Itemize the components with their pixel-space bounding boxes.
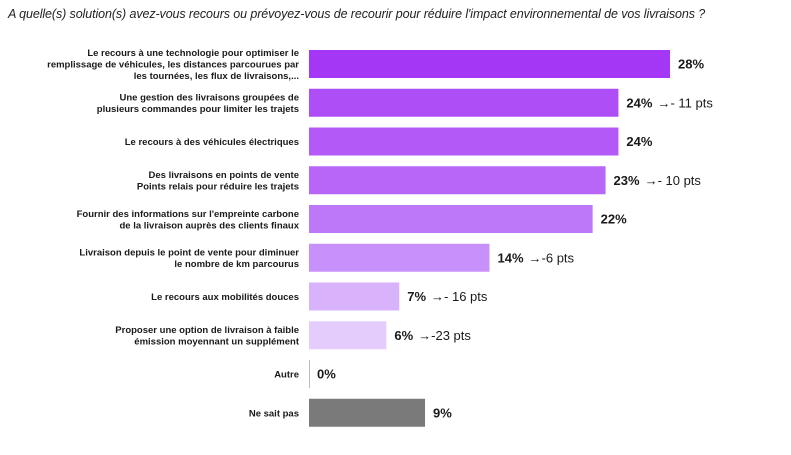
category-label: Ne sait pas <box>249 408 299 419</box>
bar-4 <box>309 166 606 195</box>
bar-3 <box>309 127 619 156</box>
bar-7 <box>309 282 400 311</box>
category-label: Le recours à des véhicules électriques <box>125 137 299 148</box>
bar-2 <box>309 88 619 117</box>
chart-title: A quelle(s) solution(s) avez-vous recour… <box>8 7 706 21</box>
value-label: 28% <box>678 57 704 72</box>
delta-label: →- 11 pts <box>657 95 713 110</box>
category-label: Le recours à une technologie pour optimi… <box>47 48 299 82</box>
value-label: 24% →- 11 pts <box>626 95 713 110</box>
delta-label: →-6 pts <box>529 250 575 265</box>
category-label: Le recours aux mobilités douces <box>151 292 299 303</box>
category-label: Proposer une option de livraison à faibl… <box>115 325 300 348</box>
delta-label: →-23 pts <box>418 328 471 343</box>
value-label: 0% <box>317 367 336 382</box>
delta-label: →- 10 pts <box>645 173 702 188</box>
value-label: 14% →-6 pts <box>498 250 575 265</box>
category-label: Livraison depuis le point de vente pour … <box>79 248 299 271</box>
value-label: 6% →-23 pts <box>394 328 471 343</box>
bar-8 <box>309 321 387 350</box>
bar-10 <box>309 398 426 427</box>
bar-1 <box>309 50 670 78</box>
bar-5 <box>309 205 593 233</box>
value-label: 22% <box>601 212 627 227</box>
category-label: Fournir des informations sur l'empreinte… <box>77 209 300 232</box>
delta-label: →- 16 pts <box>431 289 488 304</box>
value-label: 24% <box>626 134 652 149</box>
category-label: Des livraisons en points de vente Points … <box>137 170 299 193</box>
value-label: 9% <box>433 405 452 420</box>
category-label: Une gestion des livraisons groupées de pl… <box>97 93 299 116</box>
category-label: Autre <box>274 370 299 381</box>
value-label: 23% →- 10 pts <box>614 173 702 188</box>
value-label: 7% →- 16 pts <box>407 289 488 304</box>
bar-6 <box>309 243 490 272</box>
